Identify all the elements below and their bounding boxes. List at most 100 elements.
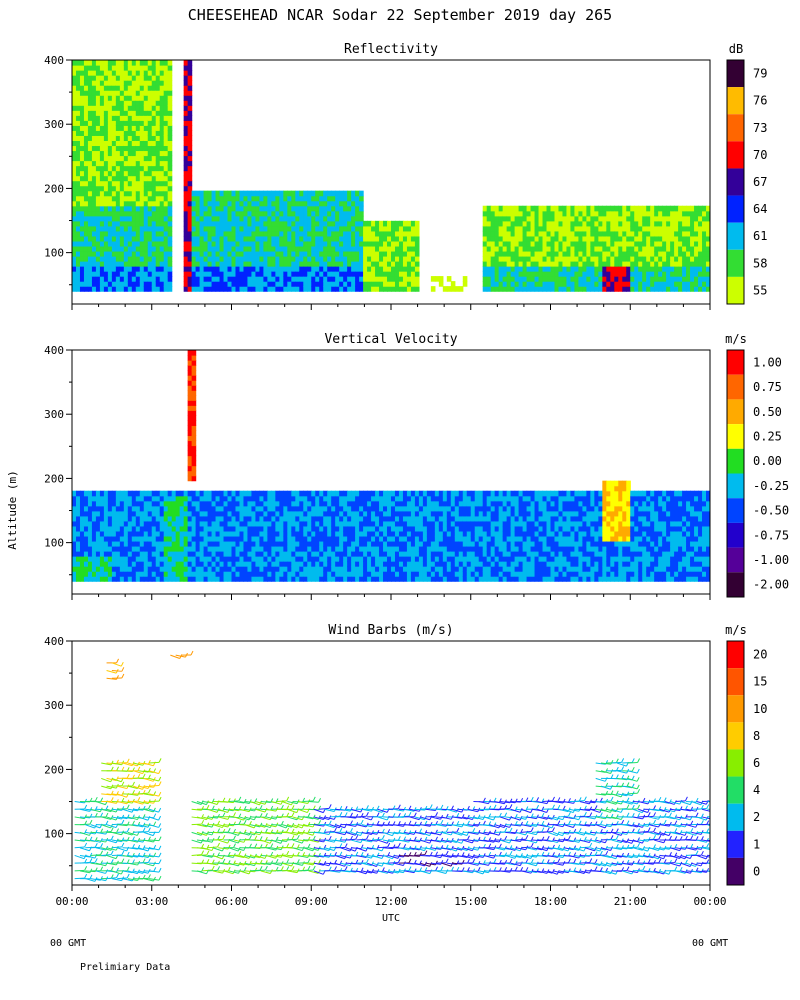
- reflectivity-cell: [574, 261, 580, 267]
- velocity-cell: [255, 500, 261, 507]
- velocity-cell: [311, 500, 316, 507]
- reflectivity-cell: [518, 266, 524, 272]
- reflectivity-cell: [143, 60, 149, 66]
- reflectivity-cell: [83, 210, 89, 217]
- reflectivity-cell: [630, 266, 635, 272]
- velocity-cell: [123, 520, 129, 527]
- reflectivity-cell: [530, 255, 536, 262]
- velocity-cell: [327, 551, 332, 557]
- reflectivity-cell: [135, 205, 141, 212]
- reflectivity-cell: [131, 255, 137, 262]
- reflectivity-cell: [215, 250, 221, 257]
- reflectivity-cell: [486, 235, 492, 242]
- velocity-cell: [143, 561, 149, 567]
- reflectivity-cell: [646, 276, 651, 282]
- velocity-cell: [319, 495, 324, 502]
- velocity-cell: [75, 530, 81, 537]
- velocity-cell: [83, 530, 89, 537]
- reflectivity-cell: [654, 215, 659, 222]
- reflectivity-cell: [642, 230, 647, 237]
- reflectivity-cell: [139, 180, 145, 187]
- velocity-cell: [163, 505, 169, 512]
- reflectivity-cell: [127, 220, 133, 227]
- velocity-cell: [371, 515, 376, 522]
- reflectivity-cell: [351, 210, 356, 217]
- reflectivity-cell: [686, 210, 691, 217]
- reflectivity-cell: [243, 205, 249, 212]
- reflectivity-cell: [666, 245, 671, 252]
- velocity-cell: [259, 510, 264, 517]
- reflectivity-cell: [211, 250, 217, 257]
- velocity-cell: [95, 520, 101, 527]
- reflectivity-cell: [682, 235, 687, 242]
- reflectivity-cell: [103, 205, 109, 212]
- reflectivity-cell: [139, 100, 145, 106]
- reflectivity-cell: [239, 250, 245, 257]
- velocity-cell: [231, 566, 237, 572]
- velocity-cell: [91, 535, 97, 542]
- velocity-cell: [119, 515, 125, 522]
- reflectivity-cell: [510, 230, 516, 237]
- reflectivity-cell: [554, 215, 560, 222]
- velocity-cell: [291, 561, 296, 567]
- velocity-cell: [398, 571, 404, 577]
- reflectivity-cell: [275, 250, 280, 257]
- velocity-cell: [91, 551, 97, 557]
- velocity-cell: [255, 561, 261, 567]
- reflectivity-cell: [99, 266, 105, 272]
- reflectivity-cell: [83, 266, 89, 272]
- velocity-cell: [151, 571, 157, 577]
- reflectivity-cell: [147, 60, 153, 66]
- reflectivity-cell: [530, 210, 536, 217]
- reflectivity-cell: [574, 245, 580, 252]
- velocity-cell: [119, 500, 125, 507]
- velocity-cell: [175, 540, 181, 547]
- velocity-cell: [251, 530, 257, 537]
- velocity-cell: [299, 525, 304, 532]
- reflectivity-cell: [570, 255, 576, 262]
- reflectivity-cell: [402, 255, 408, 262]
- reflectivity-cell: [630, 261, 635, 267]
- reflectivity-field: [72, 60, 710, 292]
- reflectivity-cell: [183, 190, 189, 197]
- reflectivity-cell: [155, 220, 161, 227]
- velocity-cell: [422, 515, 428, 522]
- velocity-cell: [422, 535, 428, 542]
- reflectivity-cell: [111, 135, 117, 142]
- reflectivity-cell: [135, 120, 141, 126]
- reflectivity-cell: [235, 235, 241, 242]
- reflectivity-cell: [582, 235, 587, 242]
- velocity-cell: [91, 540, 97, 547]
- reflectivity-cell: [159, 200, 165, 207]
- reflectivity-cell: [375, 235, 380, 242]
- velocity-cell: [335, 530, 340, 537]
- velocity-cell: [147, 525, 153, 532]
- reflectivity-cell: [339, 200, 344, 207]
- velocity-cell: [171, 495, 177, 502]
- reflectivity-cell: [698, 281, 703, 287]
- velocity-cell: [199, 505, 205, 512]
- reflectivity-cell: [215, 235, 221, 242]
- velocity-cell: [231, 530, 237, 537]
- reflectivity-cell: [311, 215, 316, 222]
- reflectivity-cell: [159, 170, 165, 177]
- reflectivity-cell: [215, 190, 221, 197]
- reflectivity-cell: [550, 271, 556, 277]
- reflectivity-cell: [191, 200, 197, 207]
- reflectivity-cell: [387, 276, 392, 282]
- velocity-cell: [215, 500, 221, 507]
- velocity-cell: [183, 500, 189, 507]
- velocity-cell: [406, 551, 412, 557]
- velocity-cell: [279, 540, 284, 547]
- reflectivity-cell: [231, 255, 237, 262]
- velocity-cell: [83, 540, 89, 547]
- velocity-cell: [367, 525, 372, 532]
- reflectivity-cell: [670, 240, 675, 247]
- velocity-cell: [187, 490, 193, 497]
- reflectivity-cell: [123, 215, 129, 222]
- velocity-cell: [207, 520, 213, 527]
- reflectivity-cell: [99, 195, 105, 202]
- reflectivity-cell: [79, 115, 85, 121]
- reflectivity-cell: [387, 255, 392, 262]
- reflectivity-cell: [155, 266, 161, 272]
